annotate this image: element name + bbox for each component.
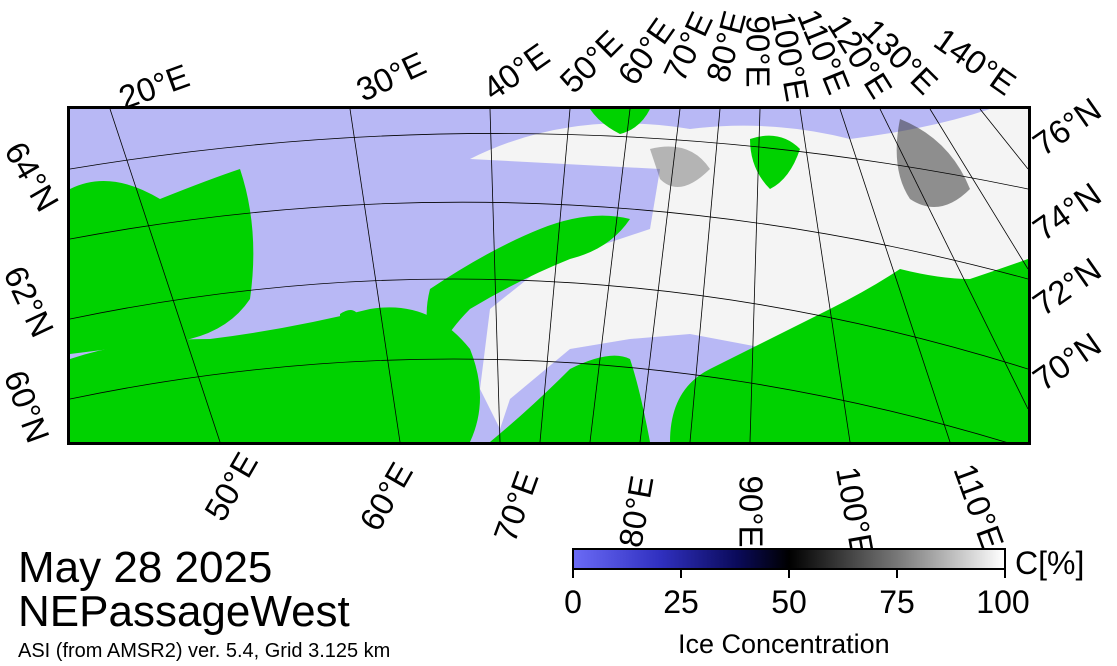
dark-ice-patch <box>896 119 970 207</box>
date-title: May 28 2025 <box>18 543 273 592</box>
colorbar-tick-label: 0 <box>564 584 582 620</box>
lon-label-bottom: 100°E <box>829 463 882 560</box>
colorbar-tick-label: 75 <box>879 584 915 620</box>
graticule <box>70 109 1028 442</box>
lon-label-bottom: 60°E <box>351 456 420 537</box>
yamal-gydan-land <box>490 355 650 442</box>
scandinavia-land <box>70 169 254 354</box>
lon-label-bottom: 90°E <box>732 475 770 548</box>
colorbar-unit: C[%] <box>1015 545 1085 581</box>
lat-label-right: 70°N <box>1026 325 1108 398</box>
taymyr-land <box>670 259 1028 442</box>
product-subtitle: ASI (from AMSR2) ver. 5.4, Grid 3.125 km <box>18 640 391 662</box>
lon-label-bottom: 70°E <box>486 466 546 547</box>
kola-karelia-land <box>70 307 480 442</box>
lat-label-left: 60°N <box>0 365 57 448</box>
severnaya-zemlya-land <box>750 135 800 189</box>
colorbar-tick-label: 25 <box>663 584 699 620</box>
colorbar-tick <box>680 570 682 578</box>
map-canvas <box>70 109 1028 442</box>
colorbar-tick <box>1004 570 1006 578</box>
colorbar-tick-label: 50 <box>771 584 807 620</box>
colorbar-tick <box>896 570 898 578</box>
colorbar <box>572 548 1006 570</box>
lon-label-top: 40°E <box>475 35 557 108</box>
lon-label-top: 140°E <box>927 20 1023 103</box>
lon-label-bottom: 50°E <box>196 446 265 527</box>
lat-label-right: 74°N <box>1026 175 1108 248</box>
lat-label-right: 76°N <box>1026 90 1108 163</box>
lon-label-bottom: 110°E <box>946 458 1012 555</box>
dark-ice-patch-2 <box>650 146 710 187</box>
colorbar-title: Ice Concentration <box>678 629 890 659</box>
lon-label-top: 30°E <box>350 44 432 109</box>
sea-ice-region <box>470 109 1028 429</box>
colorbar-tick <box>788 570 790 578</box>
colorbar-tick-label: 100 <box>976 584 1030 620</box>
franz-josef-land <box>590 109 650 134</box>
colorbar-tick <box>572 570 574 578</box>
novaya-zemlya-land <box>426 215 630 349</box>
lat-label-left: 64°N <box>0 135 67 218</box>
island-land <box>340 310 360 328</box>
region-title: NEPassageWest <box>18 587 350 636</box>
lon-label-bottom: 80°E <box>611 472 661 551</box>
lat-label-left: 62°N <box>0 260 62 343</box>
lat-label-right: 72°N <box>1026 250 1108 323</box>
ice-concentration-map <box>67 106 1031 445</box>
